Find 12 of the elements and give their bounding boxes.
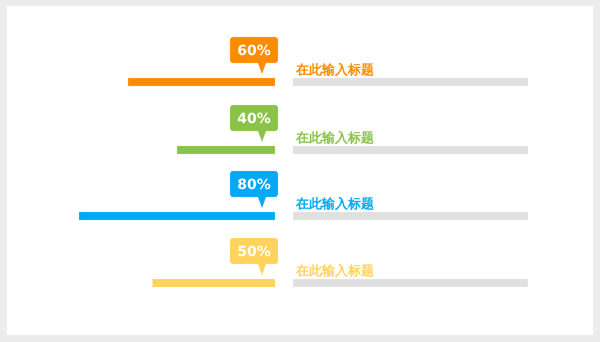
label: 80% (230, 171, 278, 208)
y-tick-label: 在此输入标题 (295, 62, 374, 77)
y-tick-label: 在此输入标题 (295, 196, 374, 211)
y-tick-label: 在此输入标题 (295, 263, 374, 278)
y-tick-label: 在此输入标题 (295, 130, 374, 145)
data-label: 40% (237, 111, 271, 127)
label: 60% (230, 37, 278, 74)
data-label: 50% (237, 244, 271, 260)
data-label: 60% (237, 43, 271, 59)
label: 40% (230, 105, 278, 142)
data-label: 80% (237, 177, 271, 193)
label: 50% (230, 238, 278, 275)
